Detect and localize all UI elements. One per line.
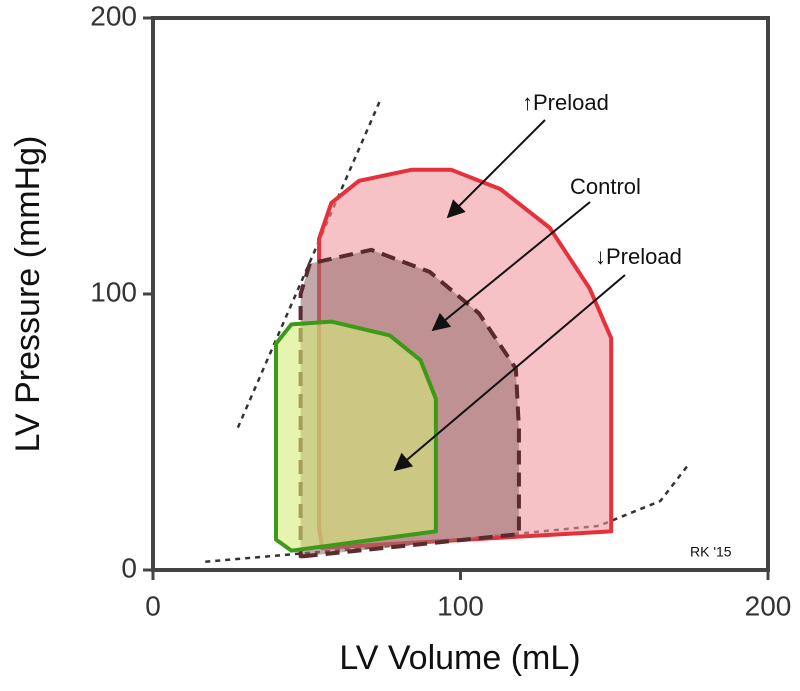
x-tick-label: 100 <box>437 590 484 621</box>
arrow <box>446 119 546 219</box>
y-tick-label: 200 <box>90 0 137 31</box>
y-tick-label: 100 <box>90 276 137 307</box>
annotation: RK '15 <box>690 544 732 560</box>
x-axis-label: LV Volume (mL) <box>339 639 580 677</box>
annotation: Control <box>570 174 641 199</box>
plot-area <box>205 100 690 563</box>
x-tick-label: 0 <box>145 590 161 621</box>
y-tick-label: 0 <box>121 552 137 583</box>
pv-loop <box>274 319 438 553</box>
arrow <box>393 274 626 472</box>
x-tick-label: 200 <box>745 590 792 621</box>
annotation: ↓Preload <box>595 244 682 269</box>
arrow <box>431 201 591 332</box>
y-axis-label: LV Pressure (mmHg) <box>9 136 47 453</box>
annotation: ↑Preload <box>522 90 609 115</box>
